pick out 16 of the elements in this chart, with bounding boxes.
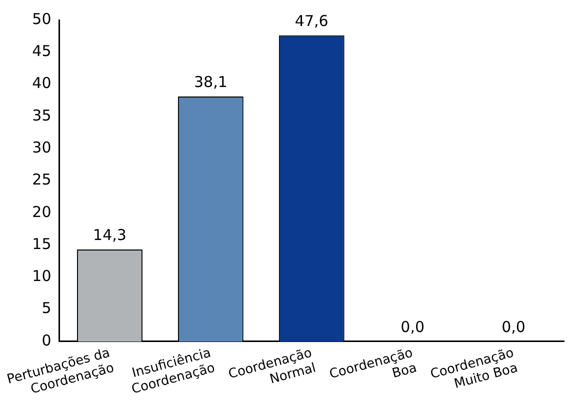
y-tick-label: 20	[32, 202, 52, 221]
data-label: 0,0	[502, 318, 526, 336]
y-tick-label: 15	[32, 234, 52, 253]
y-tick-label: 10	[32, 267, 52, 286]
y-tick-label: 50	[32, 10, 52, 28]
y-tick-label: 40	[32, 74, 52, 92]
y-tick-label: 0	[42, 331, 52, 350]
y-tick-label: 25	[32, 170, 52, 189]
y-tick-label: 30	[32, 138, 52, 156]
y-tick-label: 45	[32, 42, 52, 60]
data-label: 0,0	[400, 318, 425, 336]
y-tick-label: 5	[42, 299, 52, 318]
y-tick-label: 35	[32, 106, 52, 124]
data-label: 47,6	[294, 12, 328, 30]
data-label: 14,3	[93, 226, 126, 244]
data-label: 38,1	[194, 72, 228, 91]
